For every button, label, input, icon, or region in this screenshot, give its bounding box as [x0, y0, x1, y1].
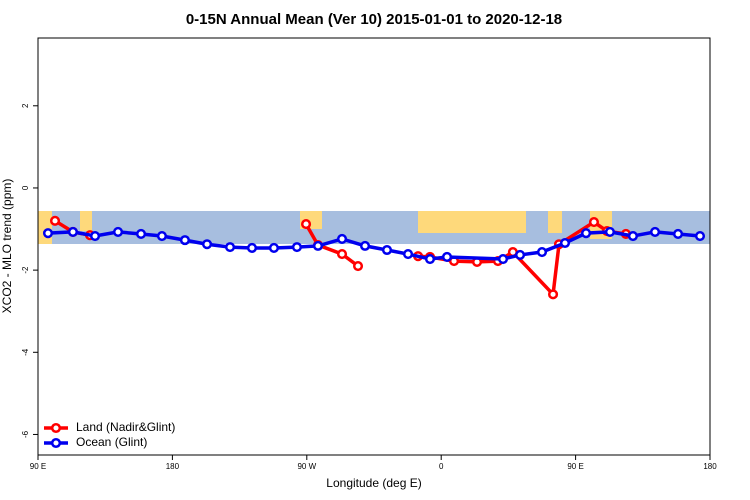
data-point [588, 217, 600, 228]
data-point [402, 249, 414, 260]
data-point [246, 242, 258, 253]
data-point [424, 253, 436, 265]
data-point [381, 244, 393, 256]
data-point [672, 228, 684, 240]
data-point [135, 228, 147, 240]
legend-marker [50, 437, 62, 449]
x-tick-label: 90 W [297, 462, 316, 471]
data-point [179, 235, 190, 246]
data-point [497, 253, 509, 265]
data-point [201, 239, 213, 250]
data-point [336, 233, 348, 244]
y-tick-label: 2 [21, 103, 30, 108]
y-tick-label: -4 [21, 348, 30, 356]
data-point [352, 260, 364, 272]
legend-label: Ocean (Glint) [76, 435, 147, 449]
data-point [301, 219, 312, 230]
data-point [224, 242, 236, 253]
data-point [89, 230, 101, 242]
data-point [649, 226, 661, 237]
data-point [694, 230, 706, 242]
chart-title: 0-15N Annual Mean (Ver 10) 2015-01-01 to… [186, 11, 562, 28]
data-point [359, 240, 371, 251]
y-tick-label: -6 [21, 430, 30, 438]
data-point [514, 249, 526, 260]
data-point [548, 289, 559, 300]
x-tick-label: 0 [439, 462, 444, 471]
y-tick-label: 0 [21, 185, 30, 190]
data-point [336, 249, 348, 260]
data-point [604, 226, 615, 237]
x-tick-label: 180 [166, 462, 180, 471]
legend-label: Land (Nadir&Glint) [76, 420, 175, 434]
x-tick-label: 180 [703, 462, 717, 471]
y-axis-label: XCO2 - MLO trend (ppm) [0, 179, 14, 314]
y-tick-label: -2 [21, 266, 30, 274]
legend-marker [50, 422, 62, 434]
plot-frame [37, 37, 711, 456]
x-tick-label: 90 E [567, 462, 583, 471]
data-point [42, 228, 54, 239]
data-point [441, 251, 453, 263]
data-point [67, 226, 78, 237]
data-point [581, 228, 592, 239]
data-point [156, 230, 167, 242]
data-point [291, 242, 302, 253]
x-axis-label: Longitude (deg E) [326, 476, 421, 490]
data-point [559, 237, 571, 249]
data-point [312, 240, 324, 251]
data-point [627, 230, 638, 242]
data-point [268, 242, 279, 253]
data-point [536, 246, 548, 258]
x-tick-label: 90 E [30, 462, 46, 471]
data-point [112, 226, 124, 237]
data-point [49, 215, 61, 226]
